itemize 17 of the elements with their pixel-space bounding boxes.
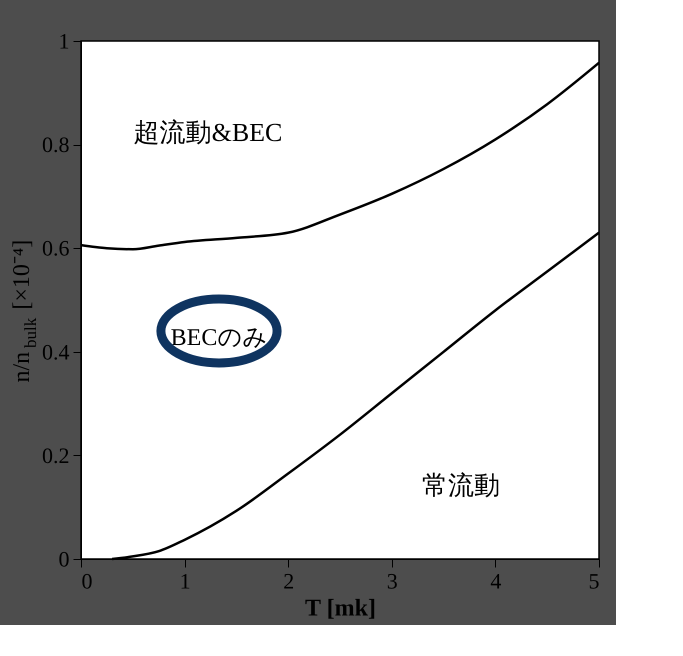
y-tick-label: 1 bbox=[58, 28, 70, 54]
annotation: 常流動 bbox=[422, 471, 500, 500]
y-tick-label: 0.2 bbox=[42, 442, 70, 468]
x-axis-title: T [mk] bbox=[305, 596, 376, 622]
x-tick-label: 5 bbox=[588, 568, 600, 594]
x-tick-label: 2 bbox=[283, 568, 294, 594]
y-tick-label: 0.4 bbox=[42, 339, 70, 364]
y-tick-label: 0 bbox=[58, 546, 70, 572]
y-tick-label: 0.8 bbox=[42, 132, 70, 158]
annotation: 超流動&BEC bbox=[134, 118, 282, 147]
x-tick-label: 1 bbox=[180, 568, 191, 594]
y-axis-title: n/nbulk [×10⁻⁴] bbox=[9, 240, 40, 383]
x-tick-label: 0 bbox=[82, 568, 92, 594]
annotation: BECのみ bbox=[170, 325, 268, 351]
y-tick-label: 0.6 bbox=[42, 236, 70, 261]
x-tick-label: 3 bbox=[386, 568, 398, 594]
x-tick-label: 4 bbox=[490, 568, 502, 594]
